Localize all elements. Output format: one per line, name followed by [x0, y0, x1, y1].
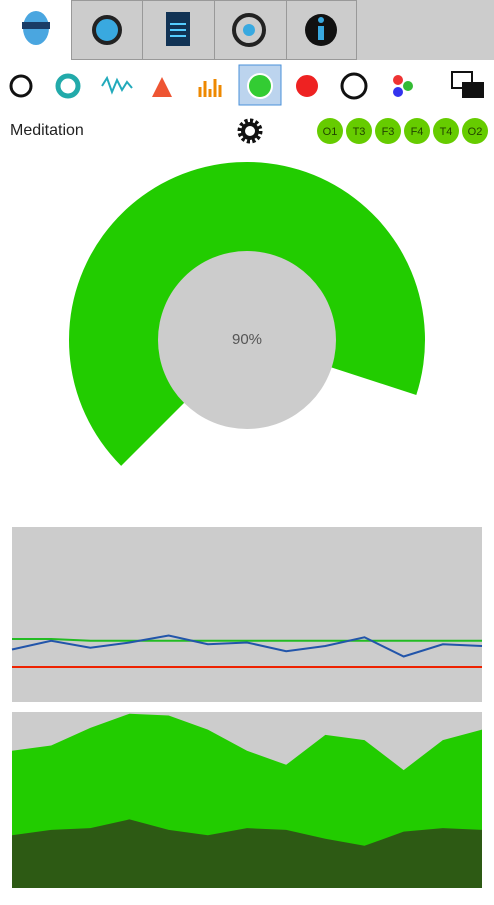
settings-icon [232, 13, 266, 47]
tool-icon[interactable] [340, 72, 368, 100]
channel-chip[interactable] [346, 118, 372, 144]
tool-icon[interactable] [9, 74, 33, 98]
gear-teeth [237, 118, 263, 144]
gauge: 90% [69, 161, 426, 466]
tool-icon[interactable] [55, 73, 81, 99]
channel-chip[interactable] [375, 118, 401, 144]
document-icon-lines [170, 23, 186, 37]
tool-icon[interactable] [152, 77, 172, 97]
tool-icon[interactable] [393, 75, 403, 85]
channel-label: F4 [411, 126, 424, 138]
channel-chip[interactable] [462, 118, 488, 144]
channel-label: F3 [382, 126, 395, 138]
tool-icon [393, 87, 403, 97]
channel-chip[interactable] [433, 118, 459, 144]
gauge-label: 90% [232, 331, 262, 348]
band-area [12, 819, 482, 888]
channel-label: O2 [468, 126, 483, 138]
tool-icon [247, 73, 273, 99]
gear[interactable] [237, 118, 263, 144]
headphones-icon [92, 15, 122, 45]
tool-icon[interactable] [198, 79, 222, 97]
settings-icon-center [243, 24, 255, 36]
channel-label: T3 [353, 126, 366, 138]
gear-body [241, 122, 259, 140]
gauge-center [158, 251, 336, 429]
signal-chart-bg [12, 527, 482, 702]
tool-icon [462, 82, 484, 98]
toolbar [9, 64, 484, 106]
info-icon-dot [318, 17, 324, 23]
info-icon-bar [318, 26, 324, 40]
channel-chip[interactable] [404, 118, 430, 144]
tool-icon[interactable] [294, 73, 320, 99]
signal-line [11, 634, 483, 658]
head-icon-visor [22, 22, 50, 29]
channel-chip[interactable] [317, 118, 343, 144]
channel-label: O1 [323, 126, 338, 138]
signal-line [12, 638, 482, 642]
channel-label: T4 [440, 126, 453, 138]
tab-bar [0, 0, 494, 60]
mode-title: Meditation [10, 122, 84, 139]
tool-icon[interactable] [101, 75, 133, 95]
tool-icon [403, 81, 413, 91]
